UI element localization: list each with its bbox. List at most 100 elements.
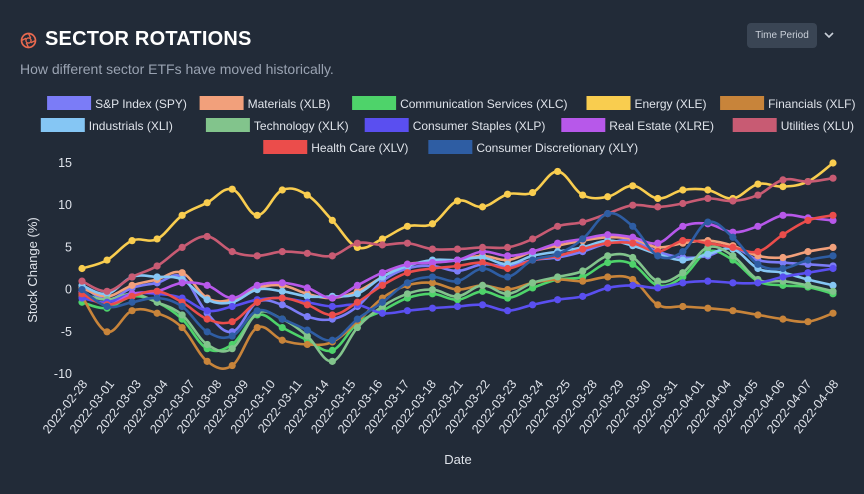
time-period-button[interactable]: Time Period (747, 23, 817, 48)
data-point[interactable] (579, 277, 587, 285)
data-point[interactable] (178, 243, 186, 251)
data-point[interactable] (478, 203, 487, 211)
data-point[interactable] (679, 237, 687, 245)
data-point[interactable] (328, 302, 336, 311)
data-point[interactable] (153, 273, 161, 281)
data-point[interactable] (228, 332, 236, 340)
data-point[interactable] (829, 252, 837, 260)
data-point[interactable] (253, 281, 261, 289)
data-point[interactable] (403, 269, 412, 277)
data-point[interactable] (128, 237, 136, 245)
data-point[interactable] (629, 182, 637, 190)
data-point[interactable] (453, 302, 462, 311)
legend-item-materials-xlb[interactable]: Materials (XLB) (199, 96, 331, 111)
data-point[interactable] (403, 307, 412, 315)
data-point[interactable] (579, 245, 587, 253)
data-point[interactable] (729, 307, 737, 315)
data-point[interactable] (654, 194, 662, 203)
data-point[interactable] (303, 332, 311, 340)
data-point[interactable] (679, 269, 687, 277)
data-point[interactable] (428, 245, 437, 253)
data-point[interactable] (679, 199, 687, 208)
data-point[interactable] (303, 301, 311, 309)
legend-item-consumer-discretionary-xly[interactable]: Consumer Discretionary (XLY) (428, 140, 638, 155)
data-point[interactable] (403, 239, 412, 247)
data-point[interactable] (679, 222, 687, 230)
data-point[interactable] (729, 197, 737, 205)
data-point[interactable] (303, 191, 311, 199)
data-point[interactable] (629, 260, 637, 268)
data-point[interactable] (178, 323, 186, 332)
data-point[interactable] (78, 286, 86, 294)
data-point[interactable] (754, 311, 762, 319)
data-point[interactable] (829, 174, 837, 182)
data-point[interactable] (754, 222, 762, 230)
data-point[interactable] (153, 309, 161, 317)
data-point[interactable] (829, 216, 837, 224)
data-point[interactable] (829, 159, 837, 167)
data-point[interactable] (228, 361, 236, 370)
data-point[interactable] (328, 294, 336, 302)
data-point[interactable] (529, 284, 537, 292)
data-point[interactable] (178, 279, 186, 287)
data-point[interactable] (328, 252, 336, 260)
data-point[interactable] (203, 232, 211, 241)
legend-item-real-estate-xlre[interactable]: Real Estate (XLRE) (561, 118, 714, 133)
data-point[interactable] (178, 311, 186, 319)
data-point[interactable] (779, 176, 787, 184)
data-point[interactable] (428, 220, 437, 228)
data-point[interactable] (829, 287, 837, 295)
legend-item-technology-xlk[interactable]: Technology (XLK) (205, 118, 349, 133)
data-point[interactable] (704, 194, 712, 203)
data-point[interactable] (704, 239, 712, 247)
data-point[interactable] (654, 284, 662, 292)
data-point[interactable] (253, 298, 261, 306)
data-point[interactable] (579, 218, 587, 226)
data-point[interactable] (278, 248, 286, 256)
legend-item-financials-xlf[interactable]: Financials (XLF) (720, 96, 855, 111)
data-point[interactable] (704, 277, 712, 285)
data-point[interactable] (103, 328, 111, 336)
data-point[interactable] (328, 336, 336, 344)
data-point[interactable] (453, 292, 462, 300)
data-point[interactable] (503, 190, 512, 198)
data-point[interactable] (178, 269, 186, 277)
data-point[interactable] (503, 243, 512, 251)
data-point[interactable] (203, 307, 211, 315)
data-point[interactable] (478, 264, 487, 273)
data-point[interactable] (779, 211, 787, 219)
data-point[interactable] (654, 239, 662, 247)
data-point[interactable] (303, 313, 311, 321)
data-point[interactable] (629, 281, 637, 289)
data-point[interactable] (403, 222, 412, 230)
data-point[interactable] (804, 248, 812, 256)
data-point[interactable] (779, 264, 787, 273)
data-point[interactable] (203, 328, 211, 336)
data-point[interactable] (378, 241, 386, 249)
data-point[interactable] (654, 301, 662, 309)
data-point[interactable] (353, 315, 361, 323)
data-point[interactable] (554, 222, 562, 230)
data-point[interactable] (403, 290, 412, 298)
data-point[interactable] (253, 211, 261, 219)
data-point[interactable] (754, 180, 762, 188)
data-point[interactable] (629, 201, 637, 209)
data-point[interactable] (729, 233, 737, 241)
data-point[interactable] (554, 250, 562, 258)
data-point[interactable] (478, 258, 487, 267)
data-point[interactable] (829, 211, 837, 219)
data-point[interactable] (478, 301, 487, 309)
data-point[interactable] (604, 284, 612, 292)
data-point[interactable] (604, 239, 612, 247)
data-point[interactable] (503, 290, 512, 298)
data-point[interactable] (378, 309, 386, 317)
data-point[interactable] (829, 281, 837, 289)
data-point[interactable] (453, 245, 462, 253)
data-point[interactable] (328, 357, 336, 365)
data-point[interactable] (804, 318, 812, 326)
data-point[interactable] (754, 260, 762, 268)
data-point[interactable] (103, 302, 111, 311)
data-point[interactable] (529, 188, 537, 197)
data-point[interactable] (453, 267, 462, 275)
data-point[interactable] (328, 346, 336, 354)
